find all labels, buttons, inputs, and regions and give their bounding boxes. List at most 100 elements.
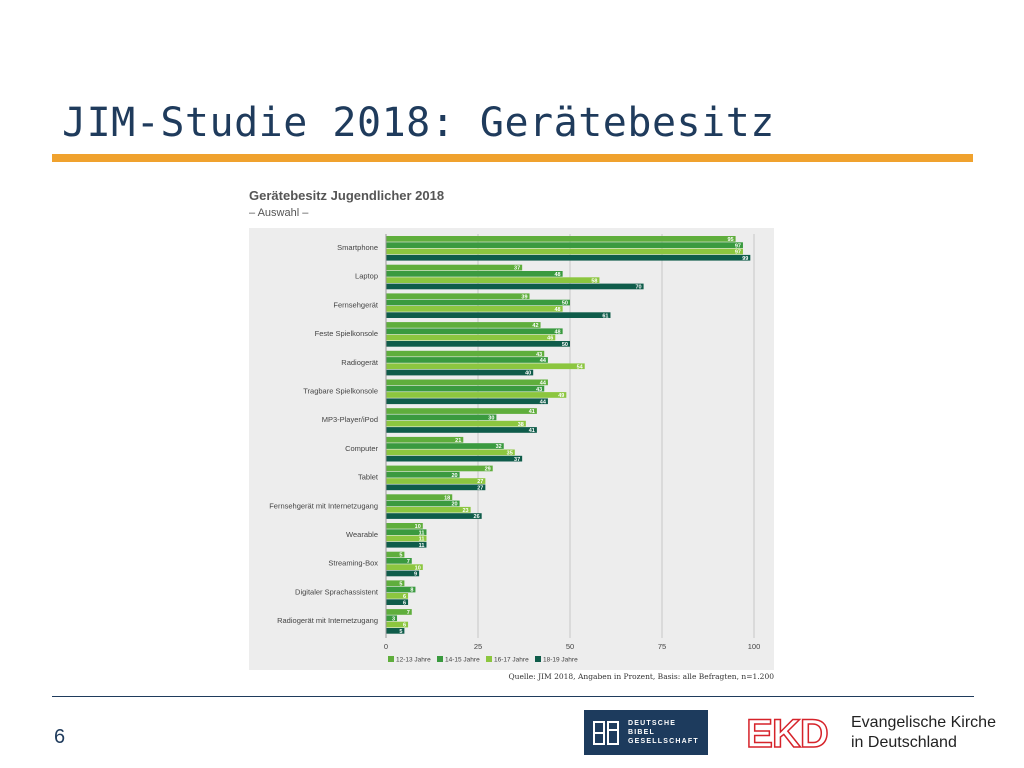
bar [386,535,427,542]
bar [386,271,563,277]
bar [386,299,570,306]
bar [386,541,427,548]
bar-value-label: 43 [536,352,542,358]
bar [386,264,523,271]
bar [386,484,486,491]
title-rule [52,154,973,162]
bar-value-label: 35 [507,451,513,457]
bar-value-label: 29 [485,467,491,473]
bar [386,564,423,570]
bar [386,570,420,577]
bar [386,242,743,248]
bar [386,312,611,318]
bar-value-label: 97 [735,243,741,249]
bar-value-label: 44 [540,399,547,405]
bar-value-label: 48 [555,307,561,313]
bar [386,443,504,449]
bar [386,455,523,462]
bar [386,506,471,513]
x-tick-label: 50 [566,642,574,651]
bar [386,449,515,456]
bar [386,523,423,529]
category-label: Fernsehgerät mit Internetzugang [269,501,378,510]
bar [386,283,644,290]
bar-value-label: 6 [403,600,406,606]
bar-value-label: 26 [474,514,480,520]
bar-value-label: 3 [392,616,395,622]
category-label: Laptop [355,272,378,281]
bar-value-label: 42 [532,323,538,329]
chart-subtitle: – Auswahl – [249,207,309,219]
bar-value-label: 43 [536,387,542,393]
legend-swatch [486,656,492,662]
bar-value-label: 6 [403,623,406,629]
dbg-wordmark: DEUTSCHE BIBEL GESELLSCHAFT [628,719,699,746]
dbg-line-1: DEUTSCHE [628,720,677,727]
bar [386,628,405,634]
bar [386,529,427,535]
bar [386,392,567,398]
bar-value-label: 37 [514,457,520,463]
bar [386,248,743,255]
category-label: Radiogerät mit Internetzugang [277,616,378,625]
bar-value-label: 40 [525,371,531,377]
bar [386,420,526,427]
bar-value-label: 48 [555,329,561,335]
bar [386,357,548,363]
chart-title: Gerätebesitz Jugendlicher 2018 [249,188,445,203]
bar [386,593,409,599]
bar [386,599,409,605]
bar-value-label: 23 [463,508,469,514]
bar-value-label: 41 [529,428,535,434]
legend-label: 14-15 Jahre [445,657,480,664]
bar-value-label: 61 [602,313,608,319]
bar [386,558,412,564]
slide-title: JIM-Studie 2018: Gerätebesitz [62,100,775,146]
bar-value-label: 7 [407,559,410,565]
x-tick-label: 75 [658,642,666,651]
dbg-line-2: BIBEL [628,729,655,736]
dbg-line-3: GESELLSCHAFT [628,738,699,745]
bar [386,306,563,312]
bar [386,385,545,392]
bar-value-label: 95 [727,237,733,243]
bar-value-label: 27 [477,479,483,485]
bar-value-label: 6 [403,594,406,600]
bar-value-label: 11 [419,530,425,536]
bar-value-label: 30 [488,416,494,422]
bar-value-label: 11 [419,537,425,543]
category-label: Radiogerät [341,358,379,367]
bar-value-label: 44 [540,358,547,364]
bar-value-label: 97 [735,250,741,256]
bar [386,328,563,335]
category-label: Wearable [346,530,378,539]
x-tick-label: 25 [474,642,482,651]
dbg-book-icon [593,720,619,745]
bar-value-label: 50 [562,301,568,307]
bar-value-label: 21 [455,438,461,444]
bar [386,254,751,261]
legend-swatch [535,656,541,662]
legend-swatch [388,656,394,662]
bar-value-label: 49 [558,393,564,399]
bar [386,478,486,484]
bar-value-label: 58 [591,278,597,284]
bar [386,363,585,370]
bar [386,322,541,328]
bar [386,580,405,587]
bar [386,494,453,500]
bar [386,398,548,405]
bar-value-label: 5 [399,553,402,559]
bar [386,609,412,615]
x-tick-label: 0 [384,642,388,651]
bar-value-label: 9 [414,572,417,578]
bar [386,471,460,478]
bar-value-label: 10 [415,565,421,571]
bar-value-label: 48 [555,272,561,278]
bar-value-label: 54 [577,364,584,370]
bar-value-label: 20 [451,502,457,508]
bar-value-label: 38 [518,422,524,428]
page-number: 6 [54,726,66,748]
bar-value-label: 50 [562,342,568,348]
bar-value-label: 99 [742,256,748,262]
